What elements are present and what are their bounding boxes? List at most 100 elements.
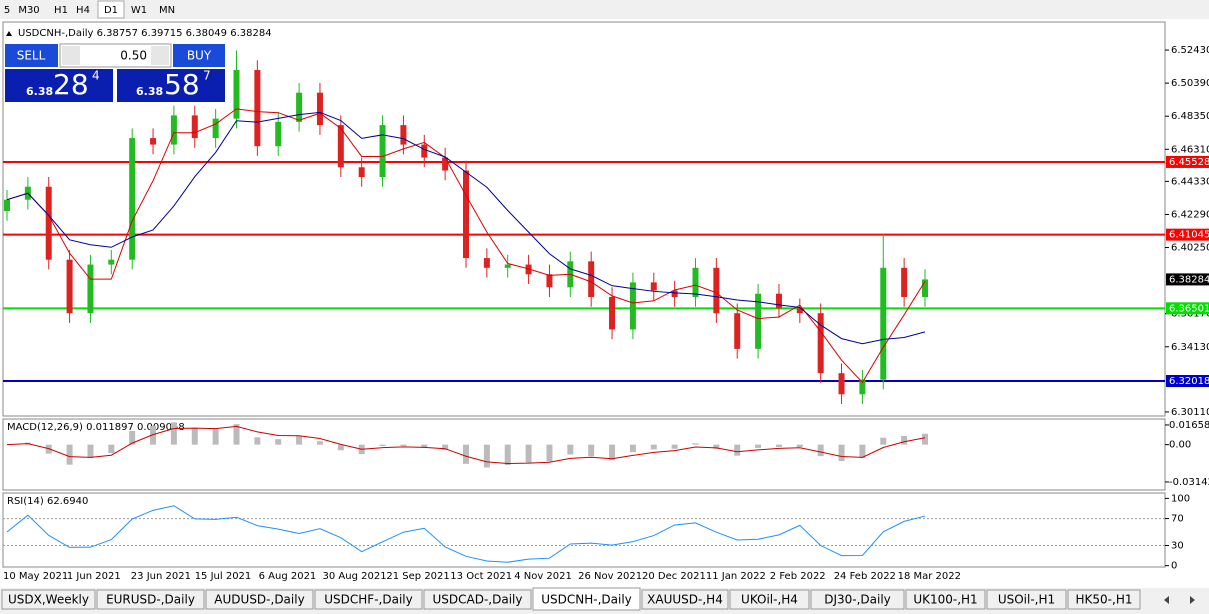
timeframe[interactable]: W1	[131, 5, 147, 16]
rsi-header: RSI(14) 62.6940	[7, 496, 88, 507]
candle-body	[108, 259, 115, 265]
volume-down[interactable]	[62, 46, 80, 65]
date-label: 23 Jun 2021	[131, 571, 191, 582]
volume-input[interactable]	[59, 43, 172, 68]
current-price-label: 6.38284	[1169, 274, 1209, 285]
candle-body	[191, 115, 198, 139]
volume: 0.50	[120, 49, 147, 63]
tab-label: USDCHF-,Daily	[324, 593, 412, 607]
tab[interactable]	[729, 589, 810, 610]
y-tick-label: 6.48350	[1171, 111, 1209, 122]
macd-bar	[316, 441, 323, 445]
level-label-box	[1166, 228, 1209, 241]
rsi-panel	[2, 492, 1166, 568]
date-label: 21 Sep 2021	[386, 571, 449, 582]
y-tick-label: 6.42290	[1171, 209, 1209, 220]
tab[interactable]	[205, 589, 314, 610]
level-label: 6.45528	[1169, 157, 1209, 168]
macd-bar	[901, 435, 908, 445]
tab-label: EURUSD-,Daily	[106, 593, 195, 607]
candle-body	[671, 290, 678, 297]
rsi-tick-label: 30	[1171, 540, 1184, 551]
macd-header: MACD(12,26,9) 0.011897 0.009058	[7, 422, 185, 433]
candle-body	[838, 373, 845, 395]
macd-bar	[775, 444, 782, 447]
candle-body	[817, 313, 824, 374]
candle-body	[880, 267, 887, 380]
timeframe[interactable]: H1	[54, 5, 68, 16]
date-label: 26 Nov 2021	[578, 571, 642, 582]
y-tick-label: 6.46310	[1171, 144, 1209, 155]
macd-bar	[212, 429, 219, 445]
macd-bar	[734, 444, 741, 456]
candle-body	[316, 92, 323, 126]
macd-bar	[87, 444, 94, 459]
volume-up[interactable]	[151, 46, 169, 65]
rsi-tick-label: 0	[1171, 561, 1177, 572]
candle-body	[233, 69, 240, 119]
candle-body	[442, 157, 449, 171]
sell-price-box[interactable]	[5, 69, 113, 102]
trade-panel: SELL 0.50 BUY 6.38 28 4 6.38 58 7	[5, 43, 225, 102]
tab[interactable]	[96, 589, 205, 610]
rsi-line	[6, 505, 926, 563]
sell-button[interactable]	[5, 44, 58, 67]
buy-button[interactable]	[173, 44, 225, 67]
macd-bar	[629, 444, 636, 453]
candle-body	[588, 261, 595, 297]
timeframe[interactable]: MN	[159, 5, 175, 16]
tab[interactable]	[314, 589, 423, 610]
tab[interactable]	[905, 589, 986, 610]
candle-body	[713, 267, 720, 314]
y-tick-label: 6.34130	[1171, 342, 1209, 353]
macd-bar	[755, 444, 762, 448]
candle-body	[400, 125, 407, 145]
tab[interactable]	[1, 589, 96, 610]
timeframe[interactable]: 5	[4, 5, 10, 16]
timeframe[interactable]: M30	[18, 5, 39, 16]
tab[interactable]	[986, 589, 1067, 610]
buy-price-main: 58	[164, 68, 200, 101]
level-label-box	[1166, 375, 1209, 388]
tab[interactable]	[641, 589, 729, 610]
macd-bar	[525, 444, 532, 463]
symbol-header: USDCNH-,Daily 6.38757 6.39715 6.38049 6.…	[18, 28, 272, 39]
date-label: 20 Dec 2021	[642, 571, 706, 582]
buy-price-sup: 7	[203, 69, 211, 83]
level-label: 6.41045	[1169, 230, 1209, 241]
candle-body	[129, 138, 136, 260]
tab-label: AUDUSD-,Daily	[214, 593, 304, 607]
macd-tick-label: 0.00	[1169, 440, 1191, 451]
macd-bar	[650, 444, 657, 450]
sell-label: SELL	[17, 49, 46, 63]
macd-bar	[150, 426, 157, 445]
tab[interactable]	[532, 587, 641, 611]
tab-scroll-right[interactable]	[1190, 596, 1195, 604]
macd-bar	[838, 444, 845, 462]
level-label-box	[1166, 302, 1209, 315]
macd-bar	[692, 443, 699, 445]
buy-price-box[interactable]	[117, 69, 225, 102]
tab[interactable]	[810, 589, 905, 610]
tab-label: HK50-,H1	[1076, 593, 1133, 607]
candle-body	[421, 144, 428, 158]
timeframe[interactable]: D1	[104, 5, 118, 16]
candle-body	[379, 125, 386, 178]
macd-bar	[254, 437, 261, 445]
candle-body	[4, 199, 10, 212]
toolbar	[0, 0, 1209, 19]
sell-price-big: 6.38	[26, 85, 53, 98]
candle-body	[150, 138, 157, 145]
tab-label: USDX,Weekly	[8, 593, 89, 607]
macd-bar	[880, 437, 887, 445]
macd-bar	[108, 444, 115, 454]
y-tick-label: 6.50390	[1171, 78, 1209, 89]
tab[interactable]	[423, 589, 532, 610]
tab[interactable]	[1067, 589, 1141, 610]
macd-bar	[796, 444, 803, 448]
macd-bar	[296, 436, 303, 445]
tab-scroll-left[interactable]	[1164, 596, 1169, 604]
macd-bar	[463, 444, 469, 464]
timeframe[interactable]: H4	[76, 5, 90, 16]
